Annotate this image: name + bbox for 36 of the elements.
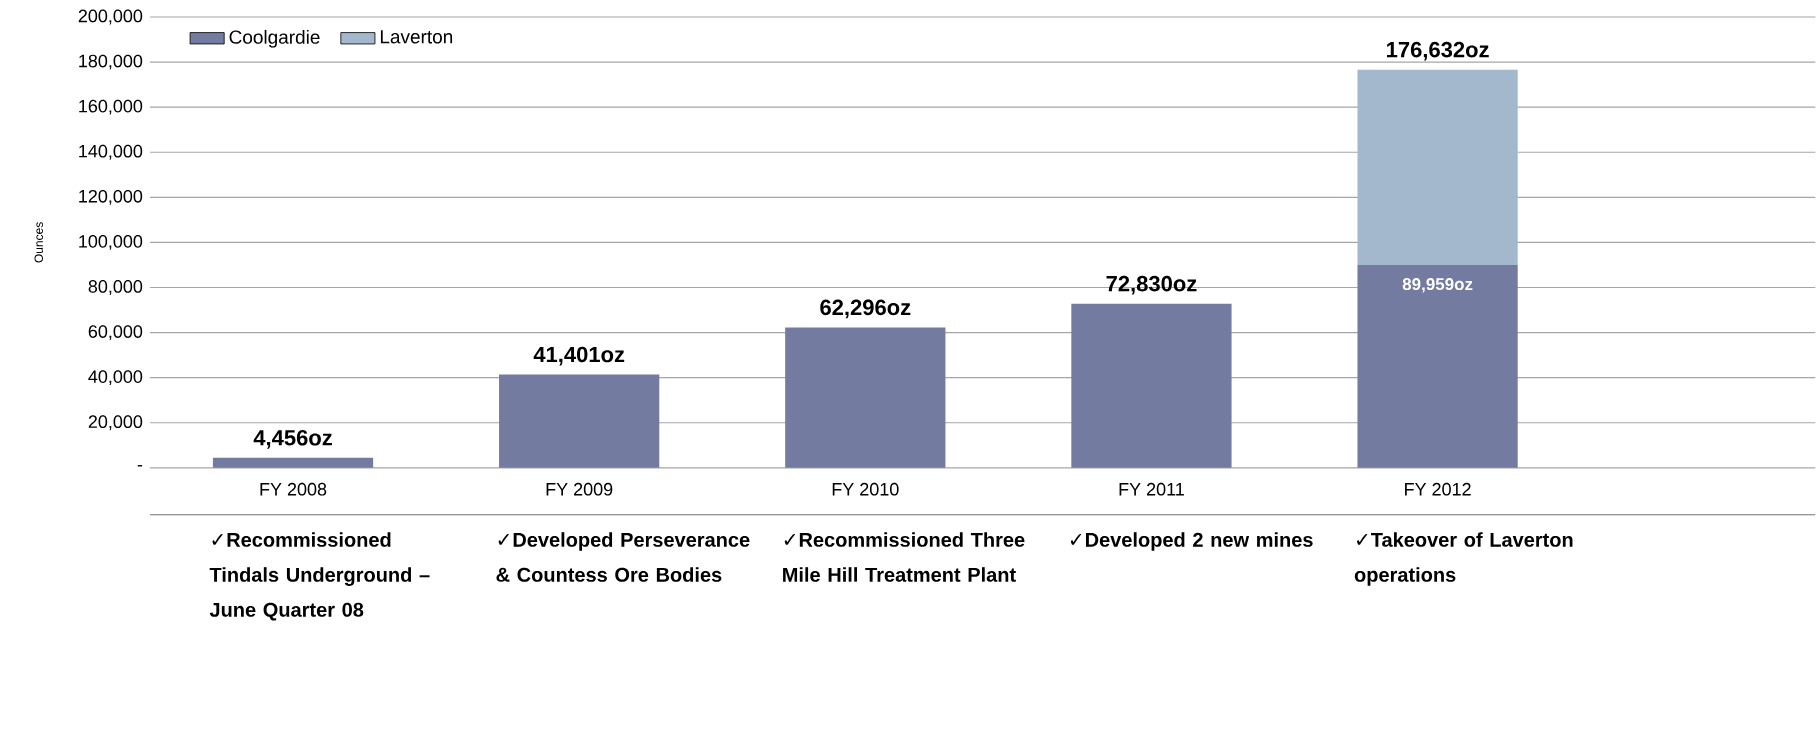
y-tick-label: 20,000 (88, 415, 143, 431)
x-tick-label: FY 2011 (1119, 483, 1184, 496)
y-tick-label: 140,000 (79, 144, 143, 160)
bar (212, 457, 374, 468)
x-tick-label: FY 2009 (546, 483, 613, 496)
text: ✓Takeover of Laverton operations (1354, 532, 1573, 586)
y-tick-label: 200,000 (78, 9, 143, 25)
bar (1357, 265, 1518, 468)
bar (1357, 69, 1518, 266)
text: ✓Recommissioned Three Mile Hill Treatment Plant (783, 532, 1025, 582)
y-tick-label: 180,000 (79, 54, 143, 70)
text: ✓Developed 2 new mines (1070, 532, 1313, 551)
y-tick-label: 160,000 (79, 99, 143, 115)
legend-label: Coolgardie (229, 30, 320, 48)
y-tick-label: - (137, 465, 143, 467)
bar (499, 374, 660, 468)
x-tick-label: FY 2012 (1405, 483, 1471, 496)
text: ✓Recommissioned Tindals Underground – June Quarter 08 (209, 532, 430, 621)
x-tick-label: FY 2010 (832, 483, 899, 496)
y-tick-label: 40,000 (88, 370, 143, 386)
y-tick-label: 80,000 (88, 280, 143, 296)
data-label: 41,401oz (533, 346, 625, 366)
data-label: 72,830oz (1106, 275, 1197, 295)
bar (785, 327, 946, 468)
data-label: 89,959oz (1402, 278, 1473, 293)
y-tick-label: 100,000 (79, 235, 143, 250)
y-axis-title: Ounces (34, 222, 43, 263)
legend-label: Laverton (380, 30, 453, 44)
y-tick-label: 60,000 (88, 325, 143, 341)
total-label: 176,632oz (1387, 42, 1489, 61)
bar (1071, 303, 1232, 468)
data-label: 62,296oz (820, 299, 911, 319)
data-label: 4,456oz (253, 430, 332, 449)
text: ✓Developed Perseverance & Countess Ore Bodies (496, 532, 750, 582)
y-tick-label: 120,000 (79, 190, 143, 205)
x-tick-label: FY 2008 (260, 483, 327, 496)
